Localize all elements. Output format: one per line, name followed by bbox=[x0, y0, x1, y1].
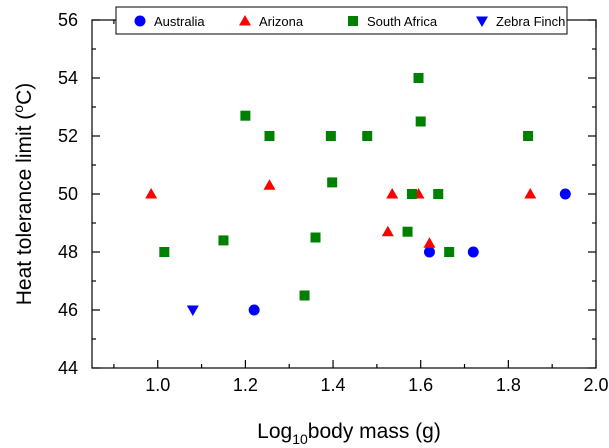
x-axis-title-prefix: Log bbox=[257, 420, 292, 443]
data-point-south-africa bbox=[406, 189, 417, 199]
data-point-south-africa bbox=[433, 189, 444, 199]
legend-item-south-africa: South Africa bbox=[348, 14, 438, 29]
axis-ticks bbox=[92, 19, 597, 369]
legend-label-zebra-finch: Zebra Finch bbox=[496, 14, 565, 29]
y-tick-label: 44 bbox=[58, 358, 78, 378]
y-axis-title-superscript: o bbox=[10, 105, 26, 113]
legend-label-south-africa: South Africa bbox=[367, 14, 438, 29]
legend-items: Australia Arizona South Africa Zebra Finch bbox=[134, 14, 565, 29]
x-tick-label: 1.6 bbox=[408, 375, 433, 395]
data-point-south-africa bbox=[415, 116, 426, 127]
x-axis-title-subscript: 10 bbox=[292, 431, 308, 447]
x-tick-labels: 1.0 1.2 1.4 1.6 1.8 2.0 bbox=[145, 375, 608, 395]
data-point-south-africa bbox=[402, 226, 413, 237]
data-point-australia bbox=[467, 246, 479, 258]
data-point-south-africa bbox=[327, 177, 338, 188]
x-tick-label: 1.8 bbox=[496, 375, 521, 395]
data-point-south-africa bbox=[413, 73, 424, 83]
data-point-south-africa bbox=[218, 235, 229, 246]
plot-frame bbox=[91, 19, 597, 369]
legend-marker-arizona bbox=[239, 15, 251, 26]
data-point-south-africa bbox=[299, 290, 310, 301]
data-point-south-africa bbox=[444, 247, 455, 257]
data-point-arizona bbox=[423, 237, 436, 248]
data-point-south-africa bbox=[362, 131, 373, 141]
data-point-arizona bbox=[263, 179, 276, 190]
y-tick-label: 48 bbox=[58, 242, 78, 262]
data-point-australia bbox=[248, 304, 260, 316]
y-tick-label: 54 bbox=[58, 68, 78, 88]
data-point-south-africa bbox=[240, 110, 251, 121]
x-tick-label: 1.0 bbox=[145, 375, 170, 395]
data-point-australia bbox=[423, 246, 435, 258]
y-axis-title-suffix: C) bbox=[13, 83, 36, 105]
legend: Australia Arizona South Africa Zebra Finch bbox=[115, 6, 568, 35]
data-point-south-africa bbox=[523, 131, 534, 141]
data-point-australia bbox=[559, 188, 571, 200]
data-point-south-africa bbox=[159, 247, 170, 257]
x-tick-label: 1.2 bbox=[233, 375, 258, 395]
data-point-zebra-finch bbox=[186, 305, 199, 316]
data-point-south-africa bbox=[325, 131, 336, 141]
y-tick-labels: 44 46 48 50 52 54 56 bbox=[58, 10, 78, 378]
data-points bbox=[145, 73, 571, 316]
data-point-south-africa bbox=[264, 131, 275, 141]
legend-item-australia: Australia bbox=[134, 14, 205, 29]
legend-item-arizona: Arizona bbox=[239, 14, 304, 29]
x-tick-label: 1.4 bbox=[321, 375, 346, 395]
data-point-arizona bbox=[386, 188, 399, 199]
legend-item-zebra-finch: Zebra Finch bbox=[476, 14, 565, 29]
y-axis-title: Heat tolerance limit (oC) bbox=[10, 83, 36, 306]
legend-marker-south-africa bbox=[348, 16, 358, 26]
y-tick-label: 46 bbox=[58, 300, 78, 320]
x-axis-title: Log10body mass (g) bbox=[257, 420, 441, 447]
data-point-arizona bbox=[145, 188, 158, 199]
legend-marker-zebra-finch bbox=[476, 16, 488, 27]
legend-box bbox=[115, 6, 568, 35]
legend-marker-australia bbox=[134, 15, 146, 27]
data-point-arizona bbox=[381, 225, 394, 237]
x-tick-label: 2.0 bbox=[583, 375, 608, 395]
data-point-arizona bbox=[524, 188, 537, 199]
y-axis-title-prefix: Heat tolerance limit ( bbox=[13, 113, 36, 306]
legend-label-australia: Australia bbox=[154, 14, 205, 29]
y-tick-label: 56 bbox=[58, 10, 78, 30]
y-tick-label: 52 bbox=[58, 126, 78, 146]
data-point-south-africa bbox=[310, 232, 321, 243]
x-axis-title-suffix: body mass (g) bbox=[308, 420, 441, 443]
y-tick-label: 50 bbox=[58, 184, 78, 204]
legend-label-arizona: Arizona bbox=[259, 14, 304, 29]
